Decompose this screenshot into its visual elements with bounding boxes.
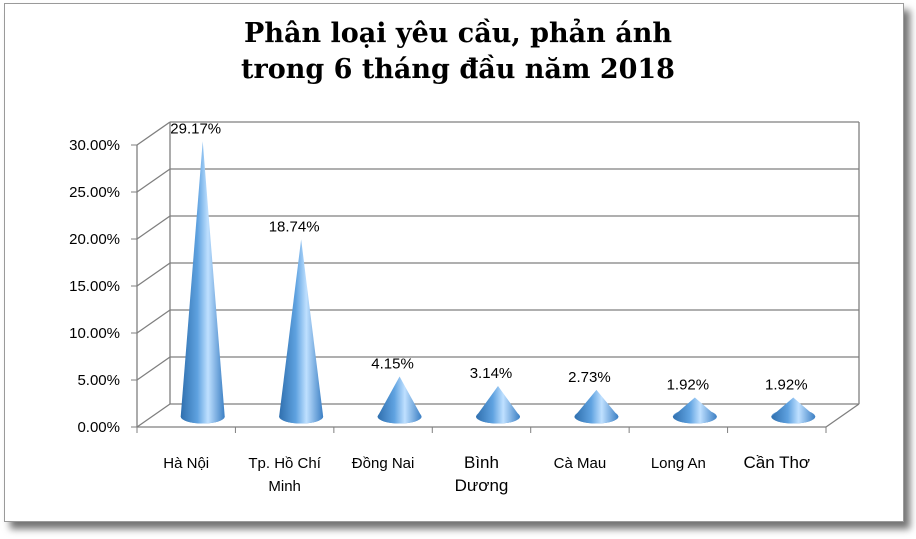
y-tick-label: 25.00% [69,184,120,201]
cone-body [672,397,717,424]
data-label: 2.73% [568,369,611,386]
x-category-label: Minh [268,478,301,495]
cone-bar [180,141,225,424]
x-category-label: Bình [464,453,499,472]
x-category-label: Dương [455,476,509,495]
data-label: 1.92% [667,376,710,393]
x-category-label: Long An [651,455,706,472]
x-category-label: Cà Mau [554,455,607,472]
y-tick-label: 15.00% [69,278,120,295]
cone-bar [771,397,816,424]
chart-title: Phân loại yêu cầu, phản ánh trong 6 thán… [0,16,916,88]
data-label: 4.15% [371,355,414,372]
cone-body [279,239,324,424]
floor-edge [825,403,860,428]
x-category-label: Hà Nội [163,455,209,472]
gridline-diagonal [136,262,171,287]
x-category-label: Tp. Hồ Chí [248,455,321,472]
cone-bar [279,239,324,424]
gridline-diagonal [136,168,171,193]
cone-body [476,385,520,424]
data-label: 29.17% [170,120,221,137]
data-label: 3.14% [470,365,513,382]
cone-bar [377,376,422,424]
chart-title-line-1: Phân loại yêu cầu, phản ánh [244,18,672,49]
y-tick-label: 0.00% [77,419,120,436]
y-tick-label: 30.00% [69,137,120,154]
cone-bar [476,385,520,424]
y-tick-label: 10.00% [69,325,120,342]
cone-bar [672,397,717,424]
gridline-diagonal [136,403,171,428]
gridline-diagonal [136,356,171,381]
gridline-diagonal [136,121,171,146]
cone-body [377,376,422,424]
data-label: 1.92% [765,376,808,393]
y-tick-label: 5.00% [77,372,120,389]
cone-body [771,397,816,424]
gridline-diagonal [136,309,171,334]
gridline-diagonal [136,215,171,240]
cone-bar [574,389,619,424]
data-label: 18.74% [269,218,320,235]
chart-title-line-2: trong 6 tháng đầu năm 2018 [241,54,675,85]
x-category-label: Đồng Nai [352,455,415,472]
y-tick-label: 20.00% [69,231,120,248]
x-category-label: Cần Thơ [743,453,810,472]
cone-body [180,141,225,424]
cone-body [574,389,619,424]
